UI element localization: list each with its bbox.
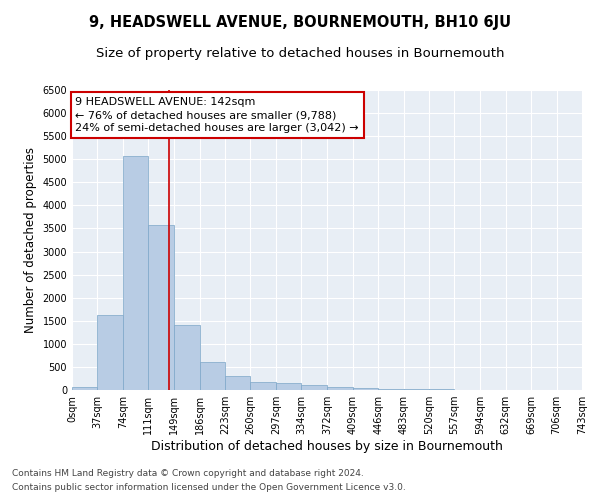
Y-axis label: Number of detached properties: Number of detached properties (24, 147, 37, 333)
Text: Contains public sector information licensed under the Open Government Licence v3: Contains public sector information licen… (12, 484, 406, 492)
Bar (353, 388, 378, 390)
Text: 9, HEADSWELL AVENUE, BOURNEMOUTH, BH10 6JU: 9, HEADSWELL AVENUE, BOURNEMOUTH, BH10 6… (89, 15, 511, 30)
Text: Contains HM Land Registry data © Crown copyright and database right 2024.: Contains HM Land Registry data © Crown c… (12, 468, 364, 477)
Bar (97, 315, 123, 390)
Bar (148, 225, 174, 390)
Bar (378, 388, 404, 390)
Bar (72, 386, 97, 390)
Bar (225, 376, 250, 390)
Bar (200, 362, 225, 390)
Bar (174, 326, 200, 390)
Bar (250, 382, 276, 390)
Bar (328, 387, 353, 390)
Bar (123, 156, 148, 390)
Bar (276, 383, 301, 390)
X-axis label: Distribution of detached houses by size in Bournemouth: Distribution of detached houses by size … (151, 440, 503, 453)
Bar (301, 386, 328, 390)
Bar (404, 389, 429, 390)
Text: 9 HEADSWELL AVENUE: 142sqm
← 76% of detached houses are smaller (9,788)
24% of s: 9 HEADSWELL AVENUE: 142sqm ← 76% of deta… (76, 97, 359, 134)
Text: Size of property relative to detached houses in Bournemouth: Size of property relative to detached ho… (96, 48, 504, 60)
